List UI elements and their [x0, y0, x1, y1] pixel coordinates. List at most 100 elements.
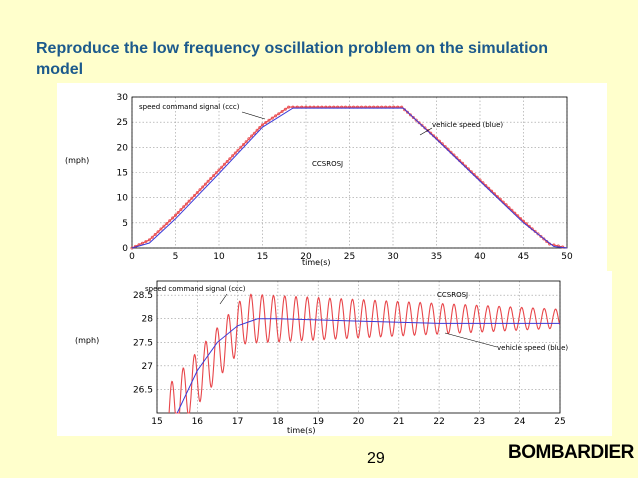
command-marker — [187, 199, 191, 203]
command-marker — [258, 125, 262, 129]
command-marker — [140, 241, 144, 245]
command-marker — [176, 211, 180, 215]
x-tick-label: 35 — [431, 252, 442, 262]
top-annotation-vehicle: vehicle speed (blue) — [432, 121, 503, 129]
command-marker — [212, 174, 216, 178]
top-annotation-command: speed command signal (ccc) — [139, 103, 240, 111]
x-tick-label: 22 — [433, 417, 444, 427]
bottom-chart-xlabel: time(s) — [287, 426, 315, 435]
bottom-annotation-command: speed command signal (ccc) — [145, 285, 246, 293]
command-marker — [247, 137, 251, 141]
command-marker — [255, 128, 259, 132]
page-number: 29 — [367, 450, 385, 467]
command-marker — [228, 157, 232, 161]
command-marker — [217, 168, 221, 172]
top-annotation-arrow-vehicle — [419, 127, 433, 136]
command-marker — [408, 113, 412, 117]
command-marker — [150, 235, 154, 239]
command-marker — [231, 154, 235, 158]
command-marker — [144, 240, 148, 244]
bombardier-logo: BOMBARDIER — [508, 442, 634, 463]
command-marker — [198, 188, 202, 192]
top-annotation-arrow-command — [241, 111, 266, 120]
command-marker — [539, 234, 543, 238]
command-marker — [283, 107, 287, 111]
command-marker — [239, 145, 243, 149]
command-marker — [287, 105, 291, 109]
command-marker — [264, 120, 268, 124]
x-tick-label: 18 — [272, 417, 284, 427]
command-marker — [182, 205, 186, 209]
y-tick-label: 10 — [117, 194, 129, 204]
plot-frame — [156, 280, 561, 414]
command-marker — [261, 123, 265, 127]
bottom-chart-ylabel: (mph) — [75, 336, 99, 345]
command-marker — [280, 109, 284, 113]
command-marker — [242, 142, 246, 146]
bottom-chart-panel: 15 16 17 18 19 20 21 22 23 24 25 26.5 27 27.5 28 28.5 … — [57, 271, 612, 436]
x-tick-label: 21 — [393, 417, 404, 427]
y-tick-label: 25 — [117, 118, 128, 128]
y-tick-label: 20 — [117, 143, 129, 153]
y-tick-label: 30 — [117, 93, 129, 103]
command-marker — [171, 216, 175, 220]
speed-command-line — [168, 293, 561, 414]
command-marker — [184, 202, 188, 206]
command-marker — [156, 230, 160, 234]
command-marker — [147, 238, 151, 242]
x-tick-label: 25 — [554, 417, 565, 427]
command-marker — [414, 118, 418, 122]
y-tick-label: 0 — [122, 244, 128, 254]
command-marker — [220, 165, 224, 169]
y-tick-label: 28 — [142, 315, 154, 325]
y-tick-label: 26.5 — [133, 385, 153, 395]
command-marker — [277, 112, 281, 116]
x-tick-label: 15 — [257, 252, 268, 262]
command-marker — [203, 182, 207, 186]
bottom-speed-chart: 15 16 17 18 19 20 21 22 23 24 25 26.52727.52828.5 … — [75, 280, 568, 435]
x-tick-label: 10 — [213, 252, 225, 262]
command-marker — [209, 177, 213, 181]
y-tick-label: 5 — [122, 219, 128, 229]
command-marker — [542, 237, 546, 241]
command-marker — [252, 131, 256, 135]
command-marker — [250, 134, 254, 138]
command-marker — [274, 114, 278, 118]
x-tick-label: 17 — [232, 417, 243, 427]
command-marker — [236, 148, 240, 152]
x-tick-label: 45 — [518, 252, 529, 262]
command-marker — [165, 222, 169, 226]
command-marker — [159, 227, 163, 231]
command-marker — [267, 118, 271, 122]
command-marker — [405, 110, 409, 114]
command-marker — [233, 151, 237, 155]
command-marker — [225, 160, 229, 164]
command-marker — [195, 191, 199, 195]
bottom-annotation-arrow-vehicle — [444, 332, 498, 348]
command-marker — [201, 185, 205, 189]
top-chart-xlabel: time(s) — [302, 258, 330, 267]
plot-frame — [131, 96, 568, 249]
bottom-annotation-vehicle: vehicle speed (blue) — [497, 344, 568, 352]
command-marker — [411, 115, 415, 119]
y-tick-label: 28.5 — [133, 291, 153, 301]
x-tick-label: 16 — [192, 417, 204, 427]
command-marker — [420, 123, 424, 127]
slide-title: Reproduce the low frequency oscillation … — [36, 40, 549, 78]
x-tick-label: 5 — [173, 252, 179, 262]
x-tick-label: 20 — [353, 417, 365, 427]
vehicle-speed-line — [176, 318, 560, 414]
command-marker — [206, 179, 210, 183]
y-tick-label: 15 — [117, 169, 128, 179]
x-tick-label: 50 — [561, 252, 573, 262]
top-annotation-ccsrosj: CCSROSJ — [312, 160, 343, 168]
x-tick-label: 25 — [344, 252, 355, 262]
command-marker — [162, 224, 166, 228]
command-marker — [193, 194, 197, 198]
bottom-annotation-ccsrosj: CCSROSJ — [437, 291, 468, 299]
x-tick-label: 30 — [387, 252, 399, 262]
y-tick-label: 27 — [142, 362, 153, 372]
command-marker — [244, 140, 248, 144]
command-marker — [190, 196, 194, 200]
